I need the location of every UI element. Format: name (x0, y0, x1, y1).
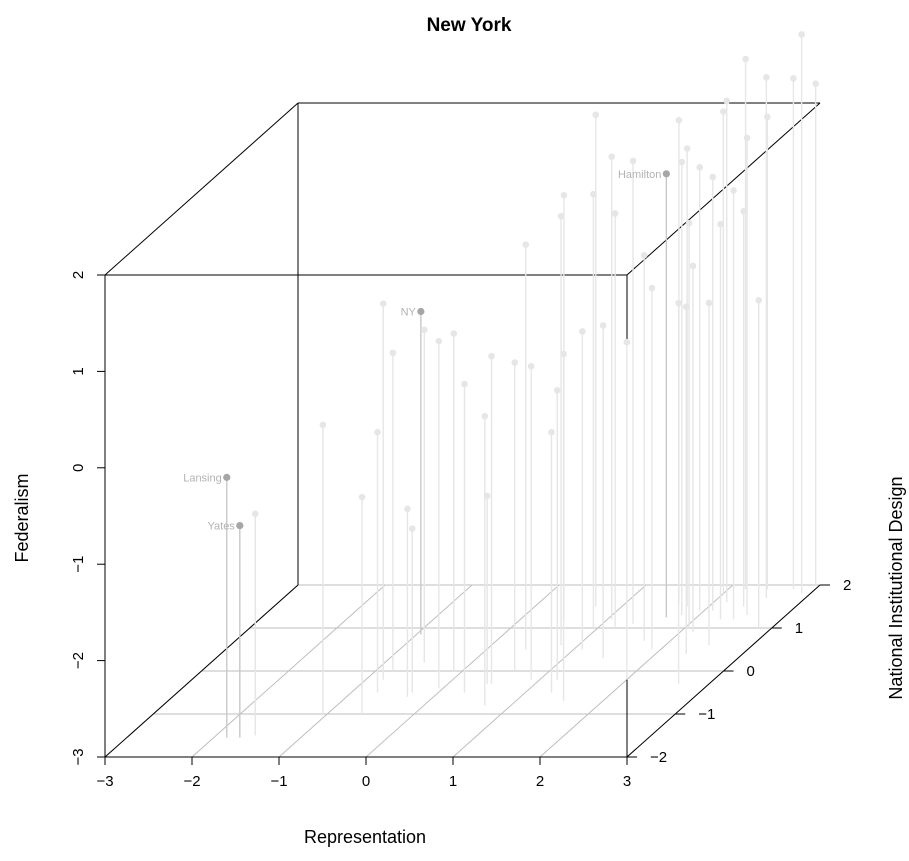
z-axis-title: Federalism (12, 473, 32, 562)
axis-ticks: −3 −2 −1 0 1 2 3 −3 −2 −1 0 1 2 −2 −1 0 1 2 (70, 271, 851, 790)
data-point (611, 210, 619, 217)
data-point (705, 299, 713, 307)
drop-lines (226, 34, 817, 738)
data-point (723, 97, 731, 105)
y-tick-label: 2 (843, 577, 851, 594)
data-point (812, 80, 819, 88)
box-edge (104, 102, 299, 276)
x-tick-label: 3 (623, 773, 631, 790)
data-points (223, 31, 819, 532)
data-point (689, 262, 697, 270)
data-point (730, 187, 737, 194)
data-point (790, 75, 797, 82)
x-axis-title: Representation (304, 827, 426, 847)
data-point (579, 328, 586, 335)
data-point (557, 212, 565, 220)
data-point (488, 352, 495, 360)
y-tick-label: 0 (747, 663, 755, 680)
data-point (319, 421, 327, 429)
z-tick-label: −3 (70, 748, 87, 765)
data-point (678, 158, 686, 166)
data-point (755, 296, 762, 304)
data-point (461, 380, 468, 388)
data-point (527, 363, 535, 370)
x-tick-label: −1 (270, 773, 287, 790)
data-point (590, 190, 597, 198)
data-point (608, 153, 616, 160)
z-tick-label: −1 (70, 556, 87, 573)
labeled-data-point (236, 521, 244, 530)
y-tick-label: −2 (650, 749, 667, 766)
data-point (592, 111, 600, 119)
data-point (408, 525, 416, 532)
data-point (481, 412, 489, 420)
y-tick-label: −1 (698, 706, 715, 723)
y-axis-title: National Institutional Design (886, 476, 906, 699)
data-point (404, 505, 411, 513)
x-tick-label: 0 (362, 773, 370, 790)
data-point (421, 326, 428, 334)
x-tick-label: 2 (536, 773, 544, 790)
data-point (720, 108, 727, 115)
point-labels: Hamilton NY Lansing Yates (183, 169, 661, 533)
labeled-data-point (662, 170, 670, 178)
data-point (640, 252, 648, 259)
data-point (740, 207, 747, 215)
data-point (379, 300, 387, 307)
data-point (483, 492, 491, 500)
data-point (450, 330, 458, 337)
data-point (683, 145, 691, 152)
data-point (675, 116, 683, 124)
x-tick-label: −3 (96, 773, 113, 790)
data-point (763, 74, 770, 81)
data-point (798, 31, 805, 38)
floor-grid (104, 584, 821, 758)
data-point (623, 338, 631, 346)
data-point (389, 349, 397, 357)
data-point (251, 510, 259, 518)
data-point (629, 157, 637, 165)
z-tick-label: 1 (70, 367, 87, 375)
data-point (675, 299, 682, 307)
x-tick-label: −2 (183, 773, 200, 790)
box-edge (104, 584, 299, 758)
data-point (743, 134, 751, 142)
z-tick-label: −2 (70, 652, 87, 669)
data-point (764, 113, 771, 121)
point-label: Hamilton (618, 169, 661, 181)
y-tick-label: 1 (795, 620, 803, 637)
data-point (682, 303, 690, 311)
z-tick-label: 0 (70, 464, 87, 472)
data-point (358, 493, 366, 501)
data-point (709, 173, 717, 181)
data-point (742, 55, 749, 63)
point-label: Lansing (183, 472, 222, 484)
data-point (696, 164, 703, 171)
data-point (522, 241, 530, 248)
chart-title: New York (427, 15, 512, 36)
data-point (548, 428, 555, 436)
labeled-data-point (223, 473, 231, 481)
point-label: NY (401, 307, 417, 319)
x-tick-label: 1 (449, 773, 457, 790)
data-point (648, 284, 656, 292)
data-point (374, 428, 381, 436)
data-point (511, 359, 518, 366)
data-point (560, 350, 567, 358)
data-point (685, 219, 693, 227)
point-label: Yates (208, 521, 236, 533)
data-point (553, 387, 561, 394)
data-point (717, 220, 724, 228)
data-point (599, 322, 607, 329)
data-point (560, 191, 568, 199)
data-point (435, 337, 443, 345)
labeled-data-point (417, 307, 425, 316)
z-tick-label: 2 (70, 271, 87, 279)
